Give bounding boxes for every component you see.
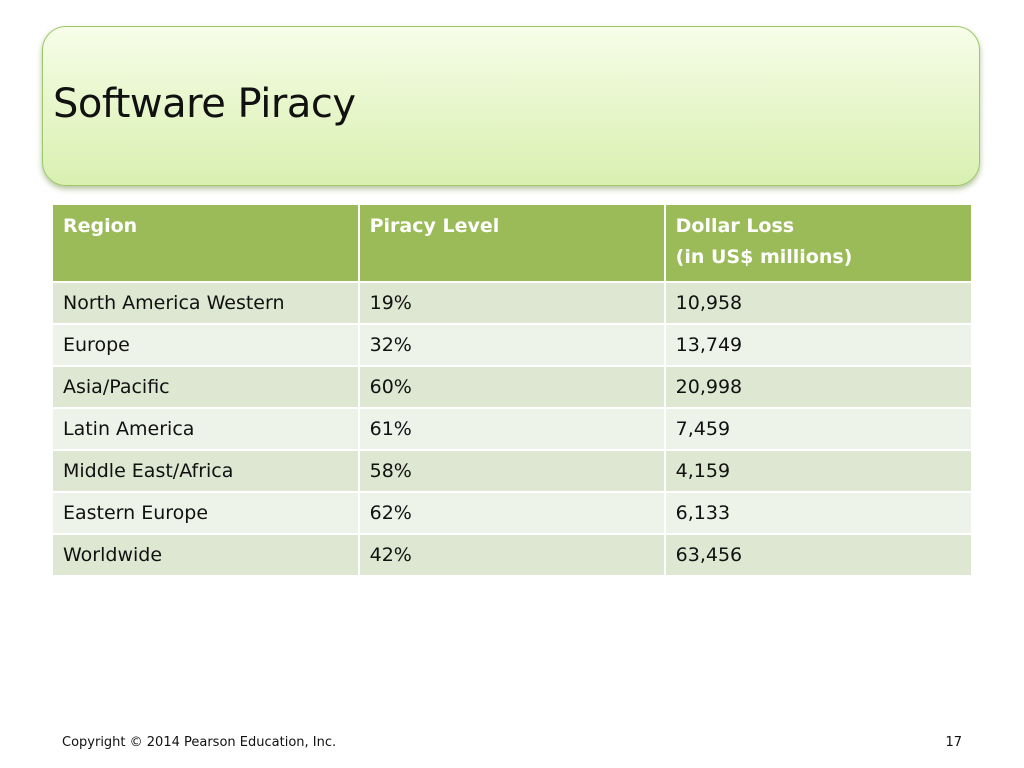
table-row: Worldwide 42% 63,456 — [51, 533, 974, 577]
slide-page-number: 17 — [945, 735, 962, 750]
cell-region: Asia/Pacific — [51, 365, 360, 409]
cell-dollar-loss: 63,456 — [663, 533, 974, 577]
cell-dollar-loss: 10,958 — [663, 281, 974, 325]
header-region: Region — [51, 203, 360, 283]
table-row: Middle East/Africa 58% 4,159 — [51, 449, 974, 493]
table-row: Latin America 61% 7,459 — [51, 407, 974, 451]
cell-dollar-loss: 7,459 — [663, 407, 974, 451]
cell-dollar-loss: 13,749 — [663, 323, 974, 367]
title-box: Software Piracy — [42, 26, 980, 186]
cell-piracy-level: 58% — [357, 449, 666, 493]
piracy-table: Region Piracy Level Dollar Loss (in US$ … — [51, 203, 974, 577]
cell-region: Worldwide — [51, 533, 360, 577]
cell-region: Eastern Europe — [51, 491, 360, 535]
header-dollar-loss: Dollar Loss (in US$ millions) — [663, 203, 974, 283]
cell-piracy-level: 62% — [357, 491, 666, 535]
cell-dollar-loss: 4,159 — [663, 449, 974, 493]
table-row: Europe 32% 13,749 — [51, 323, 974, 367]
cell-piracy-level: 19% — [357, 281, 666, 325]
cell-region: North America Western — [51, 281, 360, 325]
header-dollar-loss-line1: Dollar Loss — [675, 215, 795, 237]
cell-piracy-level: 42% — [357, 533, 666, 577]
cell-dollar-loss: 20,998 — [663, 365, 974, 409]
cell-piracy-level: 60% — [357, 365, 666, 409]
footer-copyright: Copyright © 2014 Pearson Education, Inc. — [62, 735, 337, 750]
cell-region: Middle East/Africa — [51, 449, 360, 493]
cell-region: Latin America — [51, 407, 360, 451]
table-row: Asia/Pacific 60% 20,998 — [51, 365, 974, 409]
header-dollar-loss-line2: (in US$ millions) — [675, 246, 853, 268]
cell-region: Europe — [51, 323, 360, 367]
table-row: North America Western 19% 10,958 — [51, 281, 974, 325]
table-header-row: Region Piracy Level Dollar Loss (in US$ … — [51, 203, 974, 283]
header-piracy-level: Piracy Level — [357, 203, 666, 283]
cell-piracy-level: 61% — [357, 407, 666, 451]
slide-title: Software Piracy — [53, 81, 356, 127]
cell-piracy-level: 32% — [357, 323, 666, 367]
table-row: Eastern Europe 62% 6,133 — [51, 491, 974, 535]
cell-dollar-loss: 6,133 — [663, 491, 974, 535]
